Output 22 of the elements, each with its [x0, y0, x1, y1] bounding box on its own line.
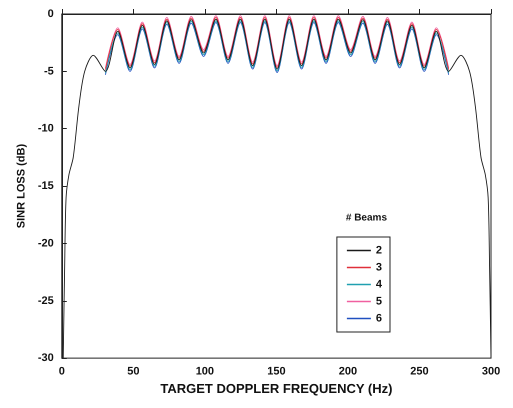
- x-tick-label: 100: [196, 366, 214, 378]
- y-axis-title: SINR LOSS (dB): [16, 144, 28, 228]
- legend-label: 3: [376, 262, 382, 274]
- y-tick-label: -15: [38, 180, 54, 192]
- x-tick-label: 300: [482, 366, 500, 378]
- y-tick-label: -30: [38, 352, 54, 364]
- legend-label: 5: [376, 296, 382, 308]
- y-tick-label: -20: [38, 237, 54, 250]
- x-tick-label: 50: [127, 366, 140, 378]
- x-axis-title: TARGET DOPPLER FREQUENCY (Hz): [160, 381, 392, 396]
- y-tick-label: -25: [38, 294, 54, 307]
- legend-label: 4: [376, 278, 383, 290]
- legend-label: 6: [376, 312, 382, 324]
- x-tick-label: 250: [410, 366, 429, 378]
- x-tick-label: 0: [58, 366, 65, 378]
- y-tick-label: -5: [44, 65, 54, 78]
- x-tick-label: 200: [338, 366, 358, 378]
- x-tick-label: 150: [267, 366, 286, 378]
- y-tick-label: 0: [48, 8, 54, 20]
- y-tick-label: -10: [38, 122, 54, 135]
- legend-title: # Beams: [346, 212, 388, 224]
- legend-label: 2: [376, 244, 382, 256]
